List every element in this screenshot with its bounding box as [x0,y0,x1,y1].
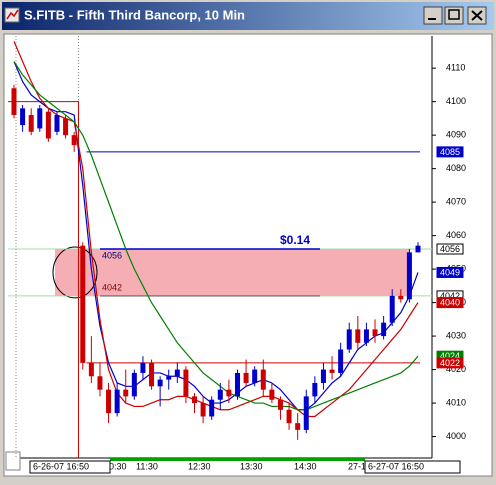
price-flag [436,243,464,255]
time-label: 14:30 [294,461,317,471]
price-flag-label: 4056 [440,244,460,254]
y-tick-label: 4090 [446,130,466,140]
candle-body [80,245,86,363]
candle-body [37,108,43,129]
y-tick-label: 4060 [446,230,466,240]
window-title: S.FITB - Fifth Third Bancorp, 10 Min [24,7,245,22]
candle-body [415,245,421,253]
annotation: $0.14 [280,233,310,247]
time-label: 13:30 [240,461,263,471]
y-tick-label: 4110 [446,63,465,73]
price-flag [436,357,464,369]
time-box-label: 6-27-07 16:50 [368,461,424,471]
candle-body [140,362,146,373]
candle-body [114,389,120,414]
candle-body [406,252,412,300]
candle-body [217,389,223,400]
close-button[interactable] [467,6,487,25]
price-flag-label: 4042 [440,291,460,301]
candle-body [252,369,258,383]
candle-body [260,369,266,390]
candle-body [269,389,275,400]
y-tick-label: 4020 [446,364,466,374]
candle-body [123,389,129,397]
moving-average [13,61,419,411]
candle-body [200,403,206,417]
candle-body [234,372,240,397]
candle-body [243,372,249,383]
candle-body [329,369,335,373]
candle-body [11,88,17,116]
previous-session-level [8,101,79,458]
candle-body [45,111,51,139]
zone [55,249,410,296]
candle-body [28,115,34,132]
price-flag-label: 4049 [440,267,460,277]
price-flag [436,146,464,158]
moving-average [13,41,419,418]
zone-label: 4042 [102,282,122,292]
y-tick-label: 4100 [446,96,466,106]
candle-body [277,399,283,410]
candle-body [157,379,163,387]
price-flag [436,266,464,278]
zone-label: 4056 [102,250,122,260]
candle-body [398,295,404,300]
candle-body [71,135,77,146]
candle-body [192,396,198,404]
price-flag [436,297,464,309]
price-flag-label: 4040 [440,297,460,307]
minimize-button[interactable] [423,6,443,25]
candle-body [174,369,180,377]
corner-button[interactable] [5,451,21,471]
candle-body [338,349,344,373]
time-label: 12:30 [188,461,211,471]
time-label: 10:30 [104,461,127,471]
candle-body [372,329,378,337]
candle-body [20,108,26,126]
candle-body [355,329,361,343]
candle-body [303,396,309,430]
candle-body [149,362,155,387]
candle-body [54,115,60,132]
price-flag-label: 4085 [440,147,460,157]
candle-body [131,372,137,397]
candle-body [381,322,387,337]
candle-body [286,409,292,424]
candle-body [106,389,112,414]
time-box [364,460,461,474]
y-tick-label: 4080 [446,163,466,173]
candle-body [209,399,215,417]
y-tick-label: 4070 [446,196,466,206]
y-tick-label: 4030 [446,330,466,340]
candle-body [346,329,352,350]
candle-body [320,369,326,383]
candle-body [312,382,318,397]
time-label: 27-1 [348,461,366,471]
candle-body [166,376,172,380]
candle-body [63,118,69,136]
app-icon-glyph [6,9,19,20]
moving-average [13,61,419,411]
title-bar [2,2,494,30]
candle-body [183,369,189,397]
candle-body [363,329,369,343]
time-box [29,460,111,474]
y-tick-label: 4000 [446,431,466,441]
candle-body [389,295,395,323]
candle-body [97,376,103,390]
plot [8,36,432,458]
maximize-button[interactable] [444,6,464,25]
candle-body [226,389,232,397]
zone-marker [52,246,98,299]
price-flag-label: 4024 [440,351,460,361]
price-flag-label: 4022 [440,358,460,368]
time-label: 11:30 [136,461,158,471]
candle-body [88,362,94,377]
time-box-label: 6-26-07 16:50 [33,461,89,471]
candle-body [295,423,301,430]
overlay: 4000401040204030404040504060407040804090… [29,63,466,474]
y-tick-label: 4010 [446,397,466,407]
